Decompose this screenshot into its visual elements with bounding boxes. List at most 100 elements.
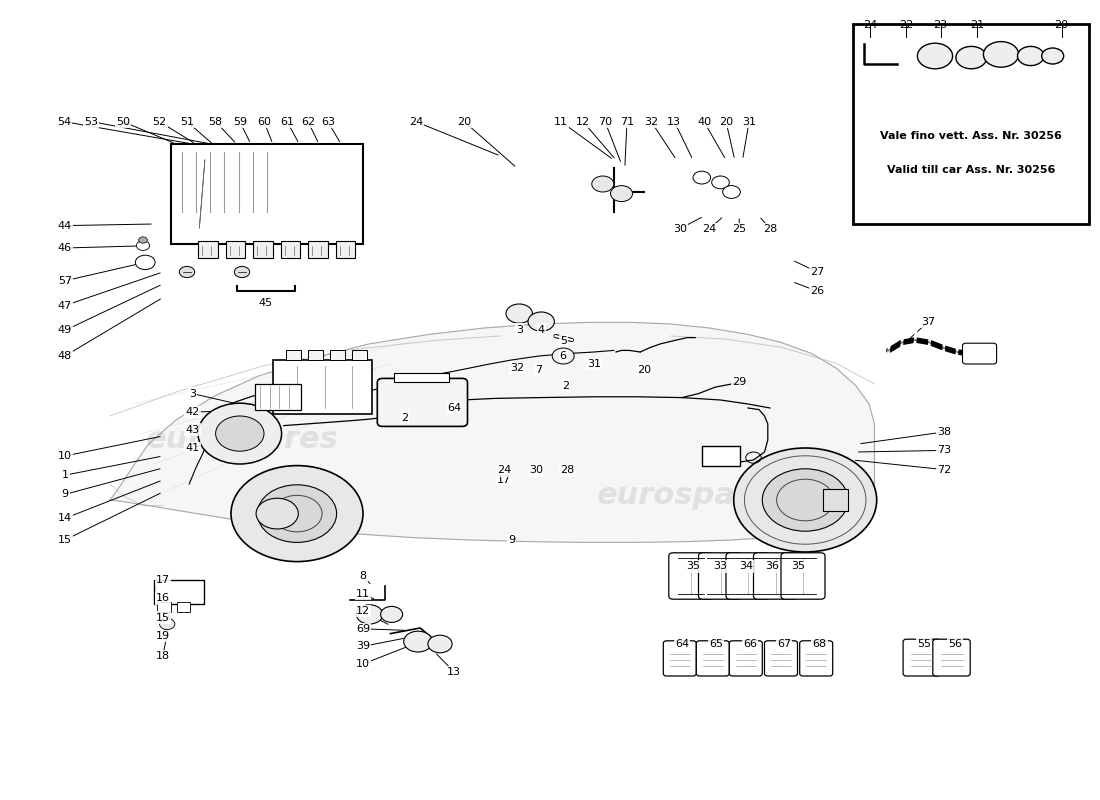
Text: 9: 9 bbox=[62, 490, 68, 499]
Text: 12: 12 bbox=[356, 606, 370, 616]
Circle shape bbox=[693, 171, 711, 184]
Text: 28: 28 bbox=[561, 466, 574, 475]
Text: 63: 63 bbox=[321, 117, 334, 126]
Circle shape bbox=[528, 312, 554, 331]
Text: 64: 64 bbox=[675, 639, 689, 649]
Circle shape bbox=[592, 176, 614, 192]
FancyBboxPatch shape bbox=[696, 641, 729, 676]
Text: 34: 34 bbox=[739, 562, 752, 571]
Text: 7: 7 bbox=[536, 365, 542, 374]
FancyBboxPatch shape bbox=[729, 641, 762, 676]
Text: 6: 6 bbox=[560, 351, 566, 361]
Bar bbox=[352, 350, 367, 360]
FancyBboxPatch shape bbox=[377, 378, 468, 426]
Text: 66: 66 bbox=[744, 639, 757, 649]
FancyBboxPatch shape bbox=[669, 553, 713, 599]
FancyBboxPatch shape bbox=[933, 639, 970, 676]
Bar bbox=[177, 602, 190, 612]
Text: 24: 24 bbox=[703, 224, 716, 234]
Circle shape bbox=[1042, 48, 1064, 64]
Text: 11: 11 bbox=[356, 589, 370, 598]
Text: 32: 32 bbox=[510, 363, 524, 373]
Text: 29: 29 bbox=[733, 378, 746, 387]
Text: 24: 24 bbox=[497, 466, 510, 475]
Text: 58: 58 bbox=[209, 117, 222, 126]
Text: 15: 15 bbox=[58, 535, 72, 545]
Circle shape bbox=[1018, 46, 1044, 66]
Circle shape bbox=[404, 631, 432, 652]
FancyBboxPatch shape bbox=[962, 343, 997, 364]
Text: 39: 39 bbox=[356, 642, 370, 651]
Circle shape bbox=[256, 498, 298, 529]
Text: 51: 51 bbox=[180, 117, 194, 126]
Text: 20: 20 bbox=[638, 365, 651, 374]
Text: 20: 20 bbox=[458, 117, 471, 126]
Text: 18: 18 bbox=[156, 651, 169, 661]
Text: 1: 1 bbox=[62, 470, 68, 480]
Bar bbox=[336, 241, 355, 258]
Text: 17: 17 bbox=[156, 575, 169, 585]
FancyBboxPatch shape bbox=[800, 641, 833, 676]
Text: 44: 44 bbox=[58, 221, 72, 230]
Text: 56: 56 bbox=[948, 639, 961, 649]
Bar bbox=[154, 580, 204, 604]
Text: 55: 55 bbox=[917, 639, 931, 649]
Bar bbox=[226, 241, 245, 258]
Text: 42: 42 bbox=[186, 407, 199, 417]
Text: 50: 50 bbox=[117, 117, 130, 126]
Bar bbox=[286, 350, 301, 360]
Text: 15: 15 bbox=[156, 613, 169, 622]
Text: 35: 35 bbox=[792, 562, 805, 571]
Circle shape bbox=[762, 469, 848, 531]
Text: 10: 10 bbox=[356, 659, 370, 669]
Text: 41: 41 bbox=[186, 443, 199, 453]
Circle shape bbox=[723, 186, 740, 198]
FancyBboxPatch shape bbox=[781, 553, 825, 599]
Text: 48: 48 bbox=[58, 351, 72, 361]
Text: 40: 40 bbox=[697, 117, 711, 126]
Circle shape bbox=[506, 304, 532, 323]
Text: 37: 37 bbox=[922, 317, 935, 326]
Text: 31: 31 bbox=[587, 359, 601, 369]
Text: Vale fino vett. Ass. Nr. 30256: Vale fino vett. Ass. Nr. 30256 bbox=[880, 131, 1062, 141]
Text: 22: 22 bbox=[900, 20, 913, 30]
Bar bbox=[852, 24, 1089, 224]
Text: 25: 25 bbox=[733, 224, 746, 234]
Circle shape bbox=[139, 237, 147, 243]
Circle shape bbox=[734, 448, 877, 552]
Circle shape bbox=[983, 42, 1019, 67]
Text: 3: 3 bbox=[516, 325, 522, 334]
Text: 17: 17 bbox=[497, 475, 510, 485]
Text: 2: 2 bbox=[562, 381, 569, 390]
Text: 53: 53 bbox=[85, 117, 98, 126]
Bar bbox=[253, 241, 273, 258]
FancyBboxPatch shape bbox=[764, 641, 798, 676]
Text: 52: 52 bbox=[153, 117, 166, 126]
Text: 24: 24 bbox=[409, 117, 422, 126]
Bar bbox=[157, 602, 170, 612]
Text: 46: 46 bbox=[58, 243, 72, 253]
Circle shape bbox=[179, 266, 195, 278]
Circle shape bbox=[198, 403, 282, 464]
Text: 30: 30 bbox=[673, 224, 686, 234]
Text: 49: 49 bbox=[58, 326, 72, 335]
Bar bbox=[308, 350, 323, 360]
Bar bbox=[823, 489, 848, 511]
Text: 8: 8 bbox=[360, 571, 366, 581]
Text: 67: 67 bbox=[778, 639, 791, 649]
Text: 5: 5 bbox=[560, 336, 566, 346]
Text: Valid till car Ass. Nr. 30256: Valid till car Ass. Nr. 30256 bbox=[887, 165, 1055, 175]
Bar bbox=[273, 360, 372, 414]
Circle shape bbox=[257, 485, 337, 542]
Text: 54: 54 bbox=[57, 117, 70, 126]
Text: 73: 73 bbox=[937, 446, 950, 455]
Text: 61: 61 bbox=[280, 117, 294, 126]
Text: 71: 71 bbox=[620, 117, 634, 126]
Text: 68: 68 bbox=[813, 639, 826, 649]
Circle shape bbox=[917, 43, 953, 69]
Text: 16: 16 bbox=[156, 594, 169, 603]
FancyBboxPatch shape bbox=[726, 553, 770, 599]
Text: 28: 28 bbox=[763, 224, 777, 234]
Text: 45: 45 bbox=[258, 298, 272, 308]
Circle shape bbox=[428, 635, 452, 653]
